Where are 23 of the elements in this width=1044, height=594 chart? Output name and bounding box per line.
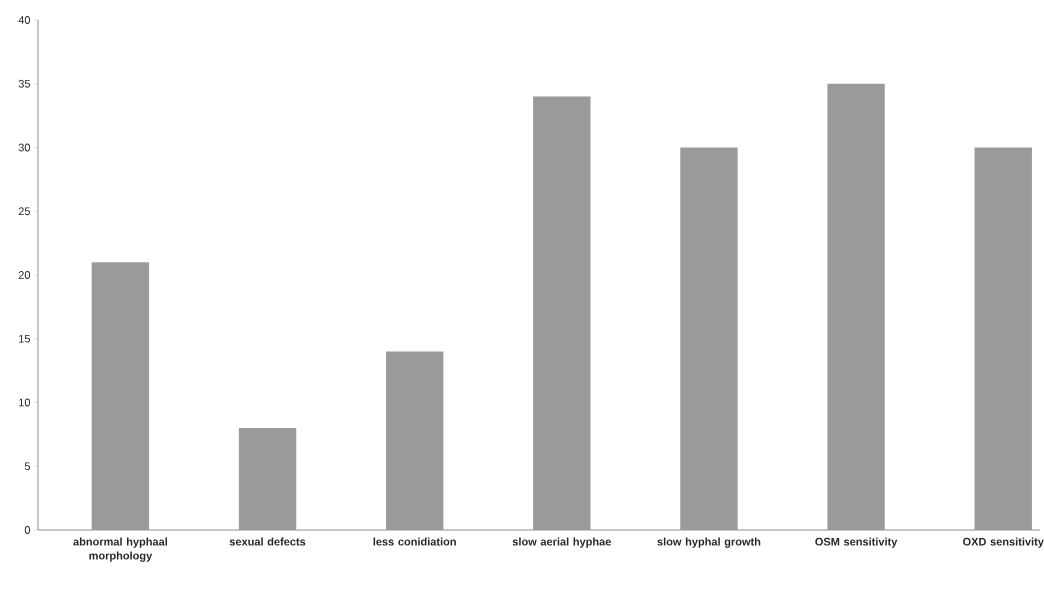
y-tick-label: 35 xyxy=(18,79,31,88)
bar xyxy=(974,147,1032,530)
y-tick-label: 15 xyxy=(19,334,31,343)
y-tick-label: 30 xyxy=(18,143,31,152)
bar xyxy=(533,96,591,530)
bar xyxy=(238,427,297,530)
y-tick-label: 10 xyxy=(19,398,31,407)
x-tick-label: OSM sensitivity xyxy=(815,537,898,548)
x-tick-label: slow aerial hyphae xyxy=(512,537,611,548)
y-tick-label: 20 xyxy=(18,271,31,279)
y-tick-label: 25 xyxy=(18,207,31,216)
y-tick-label: 0 xyxy=(24,526,31,534)
y-tick-label: 40 xyxy=(18,16,31,24)
x-tick-label: slow hyphal growth xyxy=(657,537,761,548)
bar xyxy=(680,147,738,530)
y-tick-label: 5 xyxy=(24,462,31,471)
x-tick-label: abnormal hyphaal morphology xyxy=(73,537,167,562)
bar xyxy=(827,83,885,530)
x-tick-label: OXD sensitivity xyxy=(963,537,1044,548)
bar xyxy=(386,351,444,530)
x-tick-label: sexual defects xyxy=(229,537,306,546)
bar xyxy=(91,262,150,530)
x-tick-label: less conidiation xyxy=(373,537,456,546)
